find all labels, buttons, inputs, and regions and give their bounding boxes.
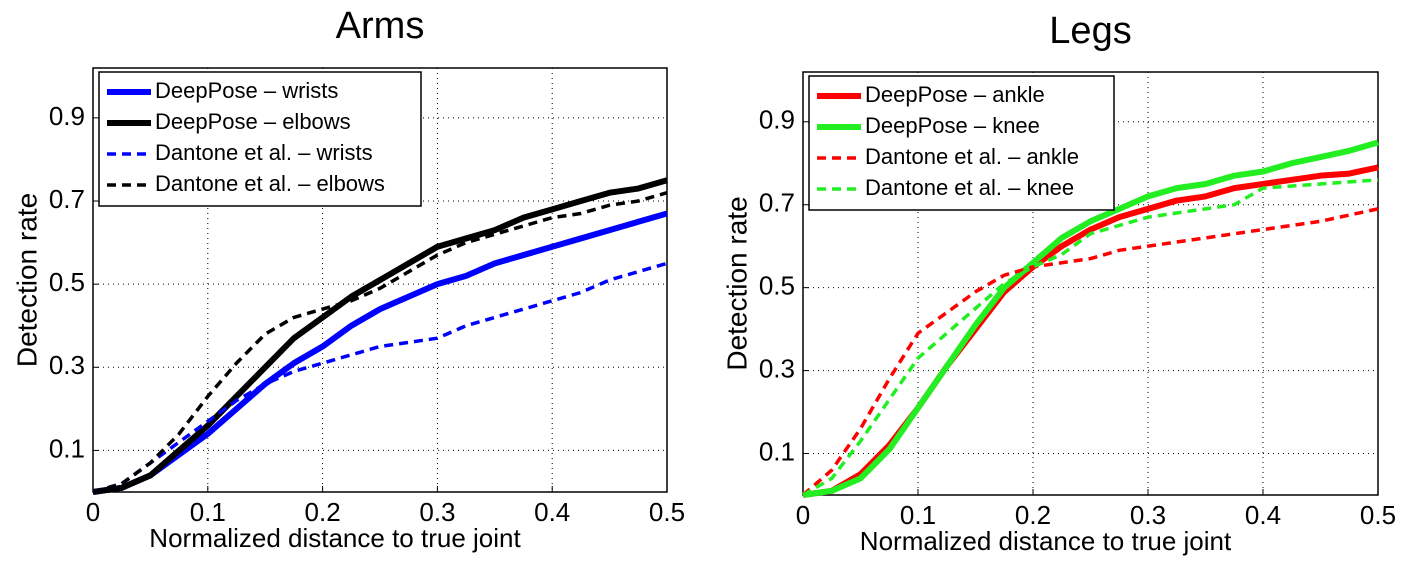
x-tick-label: 0.1 [900,500,936,530]
chart-title: Arms [336,5,425,47]
y-tick-label: 0.9 [759,105,795,135]
legend-label: DeepPose – elbows [155,109,351,134]
y-tick-label: 0.9 [49,101,85,131]
x-tick-label: 0.4 [1245,500,1281,530]
legend-label: Dantone et al. – wrists [155,140,373,165]
legend-box [98,71,422,207]
legend-label: Dantone et al. – knee [865,175,1074,200]
y-tick-label: 0.7 [49,184,85,214]
x-tick-label: 0.2 [305,497,341,527]
y-tick-label: 0.5 [759,271,795,301]
legend-label: Dantone et al. – elbows [155,171,385,196]
legend-label: DeepPose – knee [865,113,1040,138]
x-tick-label: 0.3 [1130,500,1166,530]
series-line [92,261,668,494]
y-axis-label: Detection rate [721,196,752,370]
y-tick-label: 0.1 [759,436,795,466]
y-tick-label: 0.1 [49,433,85,463]
legend-label: DeepPose – ankle [865,82,1045,107]
y-tick-label: 0.3 [49,350,85,380]
x-axis-label: Normalized distance to true joint [149,523,521,553]
chart-title: Legs [1049,10,1131,52]
x-tick-label: 0.2 [1015,500,1051,530]
series-line [92,210,668,495]
legend-label: Dantone et al. – ankle [865,144,1079,169]
x-tick-label: 0.1 [190,497,226,527]
plot-frame [802,71,1379,496]
y-tick-label: 0.3 [759,353,795,383]
x-tick-label: 0.5 [649,497,685,527]
legend-label: DeepPose – wrists [155,78,338,103]
series-line [92,177,668,495]
series-line [801,207,1379,497]
x-tick-label: 0.4 [534,497,570,527]
x-tick-label: 0 [86,497,100,527]
series-line [802,178,1379,497]
plot-frame [92,67,668,493]
y-tick-label: 0.5 [49,267,85,297]
x-tick-label: 0.3 [419,497,455,527]
x-tick-label: 0 [796,500,810,530]
y-tick-label: 0.7 [759,188,795,218]
x-tick-label: 0.5 [1360,500,1396,530]
series-line [802,139,1379,498]
y-axis-label: Detection rate [11,193,42,367]
series-line [92,191,668,494]
x-axis-label: Normalized distance to true joint [860,526,1232,556]
